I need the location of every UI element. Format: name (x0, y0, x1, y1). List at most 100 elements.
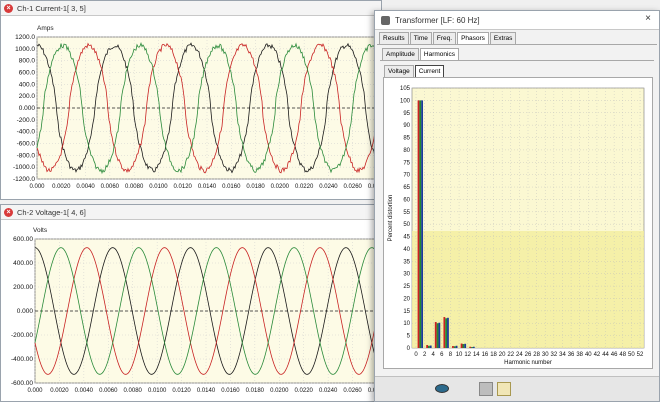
chart-y-tick: 105 (400, 86, 411, 92)
chart-bar (443, 317, 446, 348)
chart-bar (453, 346, 456, 348)
chart-bar (438, 322, 441, 348)
grid-toggle-icon[interactable] (479, 382, 493, 396)
chart-x-tick: 32 (551, 352, 558, 358)
current-window-titlebar[interactable]: × Ch-1 Current-1[ 3, 5] (1, 1, 381, 16)
chart-x-tick: 34 (559, 352, 566, 358)
tab-strip-divider (380, 60, 654, 61)
current-unit-label: Amps (37, 25, 54, 32)
y-tick-label: 600.0 (19, 70, 36, 77)
x-tick-label: 0.0220 (295, 184, 314, 190)
current-window-title: Ch-1 Current-1[ 3, 5] (17, 3, 86, 13)
y-tick-label: -1000.0 (13, 164, 35, 171)
close-icon[interactable]: × (645, 13, 651, 24)
close-icon[interactable]: × (4, 207, 13, 217)
chart-x-tick: 18 (490, 352, 497, 358)
voltage-window-titlebar[interactable]: × Ch-2 Voltage-1[ 4, 6] (1, 205, 381, 220)
current-window[interactable]: × Ch-1 Current-1[ 3, 5] Amps 1200.0 1000.… (0, 0, 382, 200)
y-tick-label: -200.0 (17, 117, 36, 124)
tab-phasors[interactable]: Phasors (457, 32, 489, 44)
transformer-title: Transformer [LF: 60 Hz] (395, 15, 480, 25)
chart-y-tick: 80 (403, 148, 410, 154)
tab-amplitude[interactable]: Amplitude (382, 48, 419, 60)
tab-freq[interactable]: Freq. (432, 32, 457, 44)
x-tick-label: 0.0220 (295, 388, 314, 394)
x-tick-label: 0.0060 (99, 388, 118, 394)
phase-trace (36, 42, 378, 174)
voltage-window[interactable]: × Ch-2 Voltage-1[ 4, 6] Volts 600.00 400.… (0, 204, 382, 402)
current-plot: 1200.0 1000.0 800.0 600.0 400.0 200.0 0.000 -20… (13, 34, 381, 190)
chart-bar (434, 322, 437, 348)
chart-x-tick: 38 (576, 352, 583, 358)
chart-x-tick: 40 (585, 352, 592, 358)
tabs-row-1: Results Time Freq. Phasors Extras (379, 32, 517, 44)
chart-bar (447, 317, 449, 348)
y-tick-label: -400.00 (11, 356, 33, 363)
chart-y-tick: 15 (403, 309, 410, 315)
chart-y-label: Percent distortion (388, 195, 394, 242)
settings-icon[interactable] (497, 382, 511, 396)
x-tick-label: 0.0020 (52, 184, 71, 190)
transformer-titlebar[interactable]: Transformer [LF: 60 Hz] × (375, 11, 659, 30)
y-tick-label: 200.0 (19, 93, 36, 100)
chart-y-tick: 60 (403, 197, 410, 203)
y-tick-label: 1200.0 (15, 34, 35, 41)
phase-trace (36, 42, 378, 175)
chart-x-tick: 28 (533, 352, 540, 358)
transformer-window[interactable]: Transformer [LF: 60 Hz] × Results Time F… (374, 10, 660, 402)
tab-results[interactable]: Results (379, 32, 409, 44)
chart-x-tick: 0 (414, 352, 418, 358)
y-tick-label: 0.000 (19, 105, 36, 112)
x-tick-label: 0.0240 (319, 184, 338, 190)
tab-time[interactable]: Time (409, 32, 432, 44)
y-tick-label: -1200.0 (13, 176, 35, 183)
chart-x-tick: 48 (619, 352, 626, 358)
close-icon[interactable]: × (4, 3, 13, 13)
x-tick-label: 0.0200 (270, 388, 289, 394)
x-tick-label: 0.0240 (319, 388, 338, 394)
tab-harmonics[interactable]: Harmonics (419, 48, 459, 60)
chart-y-tick: 65 (403, 185, 410, 191)
chart-x-tick: 24 (516, 352, 523, 358)
y-tick-label: -800.0 (17, 152, 36, 159)
chart-bar (462, 344, 465, 348)
harmonics-panel: 0 5 10 15 20 25 30 35 40 45 50 55 60 65 70 75 80 85 90 95 10… (383, 77, 653, 369)
chart-bar (419, 100, 422, 348)
y-tick-label: -600.0 (17, 141, 36, 148)
x-tick-label: 0.0160 (222, 184, 241, 190)
chart-x-tick: 46 (611, 352, 618, 358)
x-tick-label: 0.0260 (343, 388, 362, 394)
x-tick-label: 0.0080 (124, 388, 143, 394)
chart-y-tick: 35 (403, 259, 410, 265)
voltage-window-title: Ch-2 Voltage-1[ 4, 6] (17, 207, 86, 217)
chart-bar (421, 100, 424, 348)
chart-y-tick: 50 (403, 222, 410, 228)
y-tick-label: 800.0 (19, 58, 36, 65)
x-tick-label: 0.0100 (148, 388, 167, 394)
chart-x-tick: 52 (637, 352, 644, 358)
chart-x-tick: 16 (482, 352, 489, 358)
x-tick-label: 0.000 (27, 388, 43, 394)
chart-bar (455, 345, 458, 348)
chart-bar (464, 343, 467, 348)
chart-y-tick: 75 (403, 160, 410, 166)
y-tick-label: 400.00 (13, 260, 33, 267)
x-tick-label: 0.0200 (271, 184, 290, 190)
tab-voltage[interactable]: Voltage (384, 65, 414, 77)
x-tick-label: 0.0120 (174, 184, 193, 190)
tab-extras[interactable]: Extras (489, 32, 517, 44)
chart-bar (445, 318, 448, 348)
chart-y-tick: 55 (403, 210, 410, 216)
chart-y-tick: 0 (407, 346, 411, 352)
x-tick-label: 0.0140 (198, 184, 217, 190)
chart-y-tick: 40 (403, 247, 410, 253)
x-tick-label: 0.0080 (125, 184, 144, 190)
chart-bar (452, 346, 454, 348)
chart-x-tick: 20 (499, 352, 506, 358)
y-tick-label: -400.0 (17, 129, 36, 136)
chart-x-tick: 44 (602, 352, 609, 358)
eye-icon[interactable] (435, 384, 449, 393)
chart-y-tick: 5 (407, 334, 411, 340)
y-tick-label: 600.00 (13, 236, 33, 243)
chart-y-tick: 20 (403, 296, 410, 302)
